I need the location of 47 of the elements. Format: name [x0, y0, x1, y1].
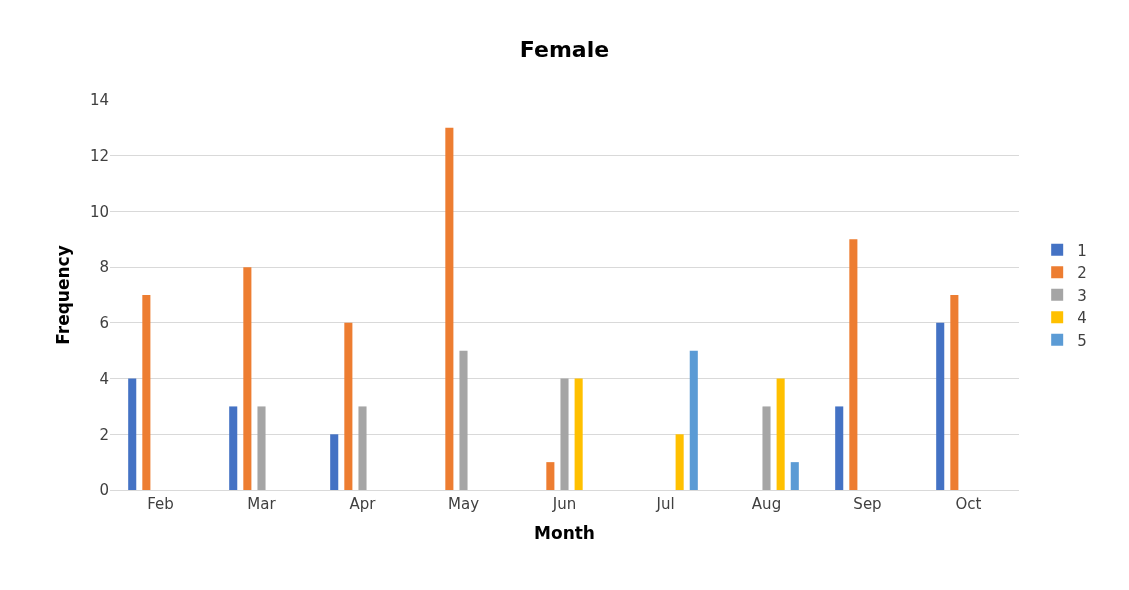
bar — [546, 462, 555, 490]
chart-title: Female — [519, 36, 610, 62]
legend-label: 1 — [1077, 241, 1087, 260]
legend-label: 3 — [1077, 286, 1087, 305]
legend-label: 5 — [1077, 331, 1087, 350]
bar — [849, 239, 858, 490]
x-tick-label: Jun — [551, 495, 577, 513]
x-tick-label: May — [447, 495, 480, 513]
y-tick-label: 4 — [99, 369, 109, 388]
y-tick-label: 2 — [99, 425, 109, 444]
bar — [689, 350, 698, 490]
y-tick-label: 12 — [89, 146, 109, 165]
y-tick-label: 6 — [99, 314, 109, 333]
x-axis-title: Month — [534, 523, 595, 544]
bar — [243, 267, 252, 490]
x-tick-label: Feb — [147, 495, 174, 513]
bar — [358, 406, 367, 490]
bar — [229, 406, 238, 490]
y-tick-label: 8 — [99, 258, 109, 277]
bar — [128, 378, 137, 490]
bar — [344, 322, 353, 490]
bar — [142, 295, 151, 490]
bar — [445, 127, 454, 490]
bar — [675, 434, 684, 490]
x-tick-label: Oct — [955, 495, 982, 513]
bar — [574, 378, 583, 490]
bar — [950, 295, 959, 490]
bar — [790, 462, 799, 490]
bar — [330, 434, 339, 490]
bar — [936, 322, 945, 490]
bar — [459, 350, 468, 490]
x-tick-label: Sep — [853, 495, 882, 513]
bar — [835, 406, 844, 490]
y-axis-title: Frequency — [53, 245, 74, 345]
x-tick-label: Apr — [349, 495, 377, 513]
y-tick-label: 14 — [89, 91, 109, 110]
bar — [776, 378, 785, 490]
legend-label: 2 — [1077, 264, 1087, 283]
x-tick-label: Jul — [655, 495, 675, 513]
legend-label: 4 — [1077, 309, 1087, 328]
y-tick-label: 10 — [89, 202, 109, 221]
y-tick-label: 0 — [99, 481, 109, 500]
x-tick-label: Aug — [751, 495, 782, 513]
bar — [257, 406, 266, 490]
bar — [762, 406, 771, 490]
bar — [560, 378, 569, 490]
x-tick-label: Mar — [247, 495, 277, 513]
